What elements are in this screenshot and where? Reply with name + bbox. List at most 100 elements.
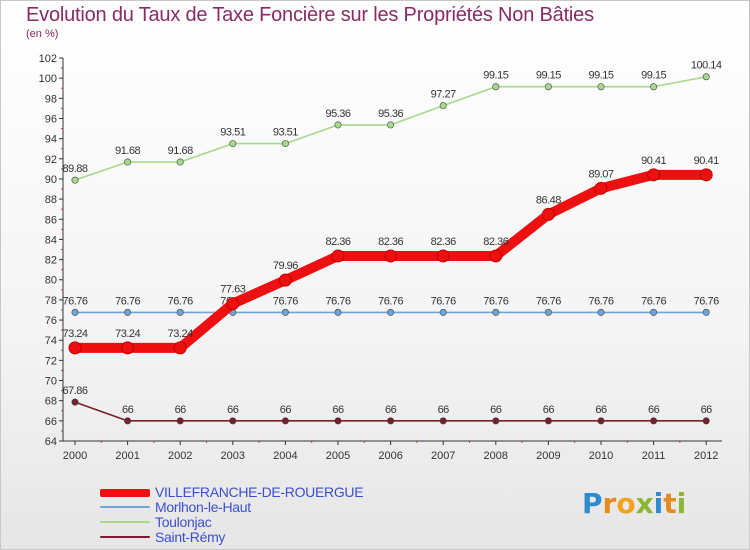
data-label: 76.76 [273, 295, 298, 307]
data-point [387, 308, 395, 316]
data-label: 67.86 [62, 385, 87, 397]
data-point [331, 249, 345, 263]
legend-label-toulonjac: Toulonjac [155, 514, 212, 530]
data-point [597, 417, 605, 425]
data-label: 76.76 [168, 295, 193, 307]
proxiti-logo: Proxiti [582, 487, 686, 520]
y-tick-label: 92 [45, 154, 57, 166]
x-tick-label: 2011 [642, 450, 666, 462]
data-label: 99.15 [588, 70, 613, 82]
y-tick-label: 84 [45, 234, 57, 246]
x-tick-label: 2007 [431, 450, 455, 462]
data-label: 76.76 [641, 295, 666, 307]
data-point [229, 417, 237, 425]
data-label: 100.14 [691, 60, 722, 72]
data-point [281, 417, 289, 425]
data-point [702, 73, 710, 81]
x-tick-label: 2008 [484, 450, 508, 462]
data-point [541, 207, 555, 221]
data-point [544, 308, 552, 316]
data-label: 89.88 [62, 163, 87, 175]
data-label: 76.76 [431, 295, 456, 307]
data-label: 79.96 [273, 260, 298, 272]
legend-item-villefranche[interactable]: VILLEFRANCHE-DE-ROUERGUE [100, 484, 420, 500]
legend: VILLEFRANCHE-DE-ROUERGUE Morlhon-le-Haut… [100, 484, 420, 545]
data-point [278, 273, 292, 287]
x-tick-label: 2000 [63, 450, 87, 462]
legend-swatch-toulonjac [100, 521, 150, 523]
data-label: 76.76 [378, 295, 403, 307]
legend-swatch-villefranche [100, 489, 150, 497]
y-tick-label: 90 [45, 174, 57, 186]
data-point [647, 168, 661, 182]
data-label: 99.15 [483, 70, 508, 82]
data-label: 66 [122, 404, 134, 416]
data-label: 93.51 [273, 127, 298, 139]
data-label: 66 [701, 404, 713, 416]
legend-label-villefranche: VILLEFRANCHE-DE-ROUERGUE [155, 484, 364, 500]
chart-subtitle: (en %) [26, 28, 59, 40]
data-label: 73.24 [62, 328, 87, 340]
y-tick-label: 98 [45, 93, 57, 105]
x-tick-label: 2001 [115, 450, 139, 462]
data-label: 82.36 [483, 236, 508, 248]
data-label: 89.07 [588, 168, 613, 180]
x-tick-label: 2005 [326, 450, 350, 462]
logo-letter: P [582, 487, 603, 520]
data-point [597, 308, 605, 316]
y-tick-label: 68 [45, 396, 57, 408]
data-label: 76.76 [115, 295, 140, 307]
data-point [176, 308, 184, 316]
logo-letter: x [635, 487, 654, 520]
y-tick-label: 86 [45, 214, 57, 226]
data-label: 66 [175, 404, 187, 416]
data-point [121, 341, 135, 355]
y-tick-label: 72 [45, 355, 57, 367]
x-tick-label: 2004 [273, 450, 297, 462]
data-label: 66 [438, 404, 450, 416]
y-tick-label: 78 [45, 295, 57, 307]
x-tick-label: 2006 [378, 450, 402, 462]
y-tick-label: 94 [45, 134, 57, 146]
data-point [334, 308, 342, 316]
data-label: 82.36 [431, 236, 456, 248]
data-point [71, 308, 79, 316]
data-point [597, 83, 605, 91]
data-label: 66 [648, 404, 660, 416]
data-label: 66 [490, 404, 502, 416]
data-label: 66 [227, 404, 239, 416]
logo-letter: i [653, 487, 664, 520]
data-label: 90.41 [694, 155, 719, 167]
data-label: 66 [543, 404, 555, 416]
data-label: 76.76 [483, 295, 508, 307]
data-label: 76.76 [588, 295, 613, 307]
data-point [124, 158, 132, 166]
y-tick-label: 82 [45, 255, 57, 267]
data-point [650, 308, 658, 316]
data-point [173, 341, 187, 355]
series-villefranche-de-rouergue: 73.24 73.24 73.24 77.63 79.96 82.36 82.36 82.36… [62, 155, 720, 355]
data-point [176, 417, 184, 425]
data-label: 66 [385, 404, 397, 416]
data-point [68, 341, 82, 355]
legend-item-saint-remy[interactable]: Saint-Rémy [100, 529, 420, 545]
chart-title: Evolution du Taux de Taxe Foncière sur l… [26, 4, 594, 26]
legend-item-morlhon[interactable]: Morlhon-le-Haut [100, 499, 420, 515]
data-point [650, 417, 658, 425]
data-label: 66 [332, 404, 344, 416]
legend-item-toulonjac[interactable]: Toulonjac [100, 514, 420, 530]
series-morlhon-le-haut: 76.76 76.76 76.76 76.76 76.76 76.76 76.76 76.76… [62, 295, 720, 316]
y-tick-label: 66 [45, 416, 57, 428]
x-tick-label: 2010 [589, 450, 613, 462]
data-point [124, 308, 132, 316]
logo-letter: i [676, 487, 687, 520]
x-tick-label: 2002 [168, 450, 192, 462]
legend-swatch-saint-remy [100, 536, 150, 538]
data-point [699, 168, 713, 182]
data-label: 93.51 [220, 127, 245, 139]
data-label: 76.76 [694, 295, 719, 307]
logo-letter: o [616, 487, 636, 520]
x-tick-label: 2012 [694, 450, 718, 462]
